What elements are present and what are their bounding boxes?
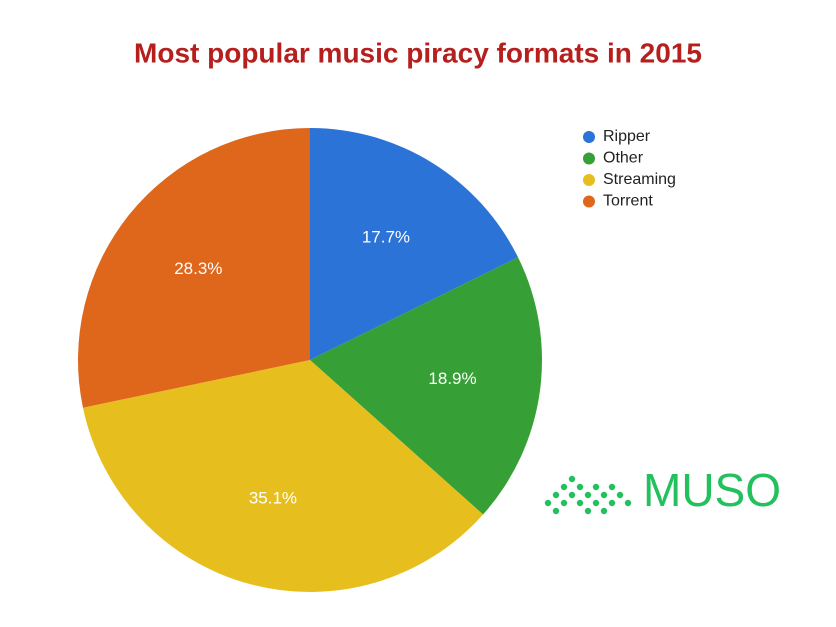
legend-label: Other	[603, 150, 644, 167]
data-label: 18.9%	[428, 369, 476, 388]
legend-label: Torrent	[603, 193, 653, 210]
pie-slice	[310, 257, 542, 515]
logo-dots	[544, 475, 632, 515]
legend-marker	[583, 195, 595, 208]
legend-marker	[583, 131, 595, 143]
logo-text: MUSO	[643, 464, 781, 516]
legend-label: Streaming	[603, 171, 676, 188]
legend-label: Ripper	[603, 128, 651, 145]
pie-slice	[310, 128, 519, 360]
data-label: 28.3%	[174, 259, 222, 278]
legend-marker	[583, 152, 595, 165]
data-label: 35.1%	[249, 488, 297, 507]
chart-title: Most popular music piracy formats in 201…	[134, 37, 702, 68]
pie-slice	[77, 128, 310, 408]
pie-slice	[82, 360, 484, 592]
legend-marker	[583, 174, 595, 186]
data-label: 17.7%	[362, 227, 410, 246]
